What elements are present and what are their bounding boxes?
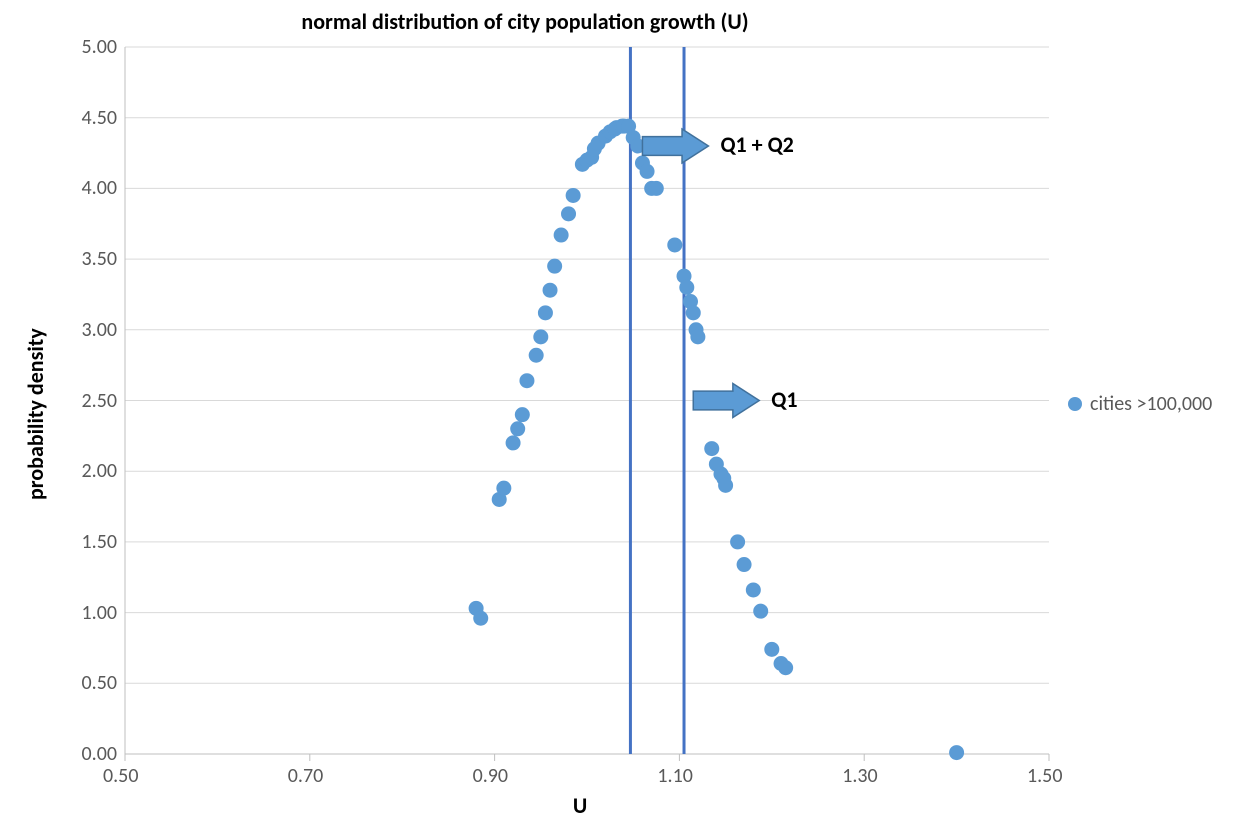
y-tick-label: 1.50: [82, 530, 117, 554]
chart-container: normal distribution of city population g…: [0, 0, 1253, 827]
y-tick-label: 0.00: [82, 742, 117, 766]
x-tick-label: 1.10: [657, 764, 692, 788]
x-tick-label: 1.50: [1027, 764, 1062, 788]
x-tick-label: 1.30: [842, 764, 877, 788]
x-tick-label: 0.90: [473, 764, 508, 788]
y-tick-label: 3.00: [82, 318, 117, 342]
x-tick-label: 0.50: [103, 764, 138, 788]
arrow-label: Q1: [771, 386, 797, 413]
plot-area: [0, 0, 1253, 827]
y-tick-label: 2.50: [82, 389, 117, 413]
x-tick-label: 0.70: [288, 764, 323, 788]
y-tick-label: 2.00: [82, 459, 117, 483]
y-tick-label: 4.50: [82, 106, 117, 130]
y-tick-label: 5.00: [82, 35, 117, 59]
y-tick-label: 4.00: [82, 176, 117, 200]
y-tick-label: 0.50: [82, 671, 117, 695]
y-tick-label: 3.50: [82, 247, 117, 271]
y-tick-label: 1.00: [82, 601, 117, 625]
arrow-label: Q1 + Q2: [720, 131, 793, 158]
